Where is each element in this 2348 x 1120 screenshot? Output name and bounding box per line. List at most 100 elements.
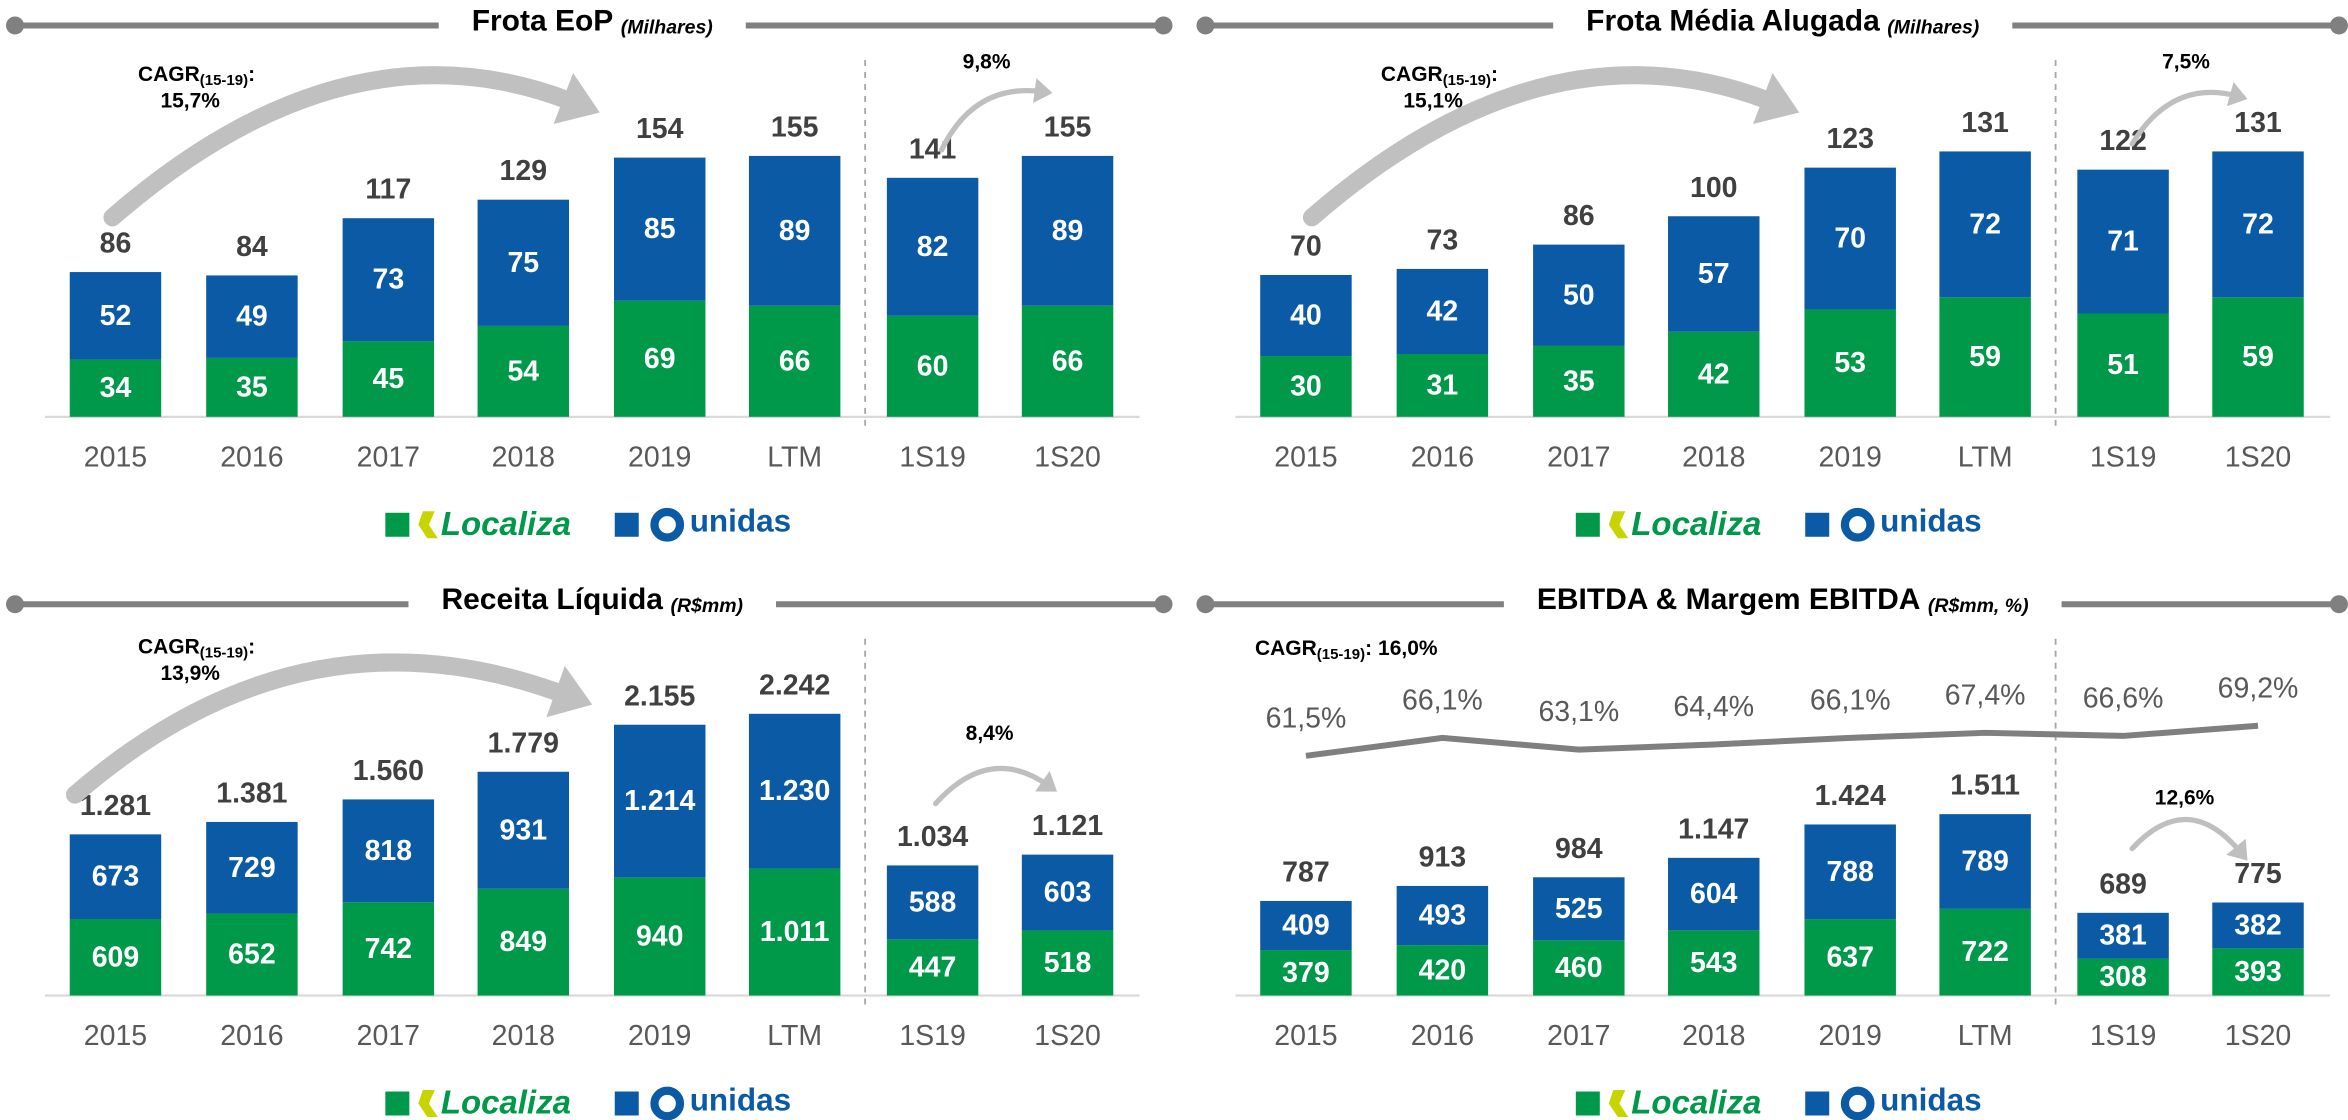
x-tick-label: 2016 bbox=[220, 1020, 283, 1052]
bar-segment bbox=[1804, 309, 1896, 417]
segment-label: 637 bbox=[1826, 941, 1874, 973]
bar-segment bbox=[1939, 297, 2031, 417]
bar-segment bbox=[1939, 814, 2031, 909]
arrow-curve bbox=[2129, 816, 2243, 855]
bar-segment bbox=[69, 834, 162, 919]
header-dot bbox=[6, 595, 25, 614]
bar-segment bbox=[614, 300, 706, 417]
segment-label: 518 bbox=[1044, 947, 1092, 979]
bar-segment bbox=[1533, 244, 1625, 346]
title-text: EBITDA & Margem EBITDA bbox=[1537, 583, 1921, 616]
bar-segment bbox=[1939, 908, 2031, 996]
total-label: 86 bbox=[1563, 200, 1595, 232]
segment-label: 652 bbox=[228, 939, 275, 971]
total-label: 984 bbox=[1555, 833, 1603, 865]
segment-label: 82 bbox=[917, 231, 949, 263]
total-label: 86 bbox=[100, 228, 132, 260]
x-tick-label: 2017 bbox=[357, 1020, 420, 1052]
cagr-sep: : bbox=[1491, 63, 1498, 86]
bar-segment bbox=[1668, 857, 1760, 931]
segment-label: 85 bbox=[644, 213, 676, 245]
growth-label: 7,5% bbox=[2162, 51, 2210, 74]
arrow-curve bbox=[2129, 89, 2242, 147]
margin-line bbox=[1305, 722, 2259, 759]
segment-label: 30 bbox=[1290, 370, 1322, 402]
chart-panel: Frota EoP (Milhares) 34 52 86 2015 35 49 84 2016 4… bbox=[6, 4, 1173, 542]
unidas-icon bbox=[650, 507, 685, 542]
legend-label: Localiza bbox=[441, 1084, 571, 1120]
bar-segment bbox=[1668, 216, 1760, 332]
cagr-text: CAGR bbox=[1381, 63, 1443, 86]
bar-segment bbox=[206, 821, 298, 914]
x-tick-label: 2015 bbox=[1274, 441, 1337, 473]
segment-label: 60 bbox=[917, 350, 949, 382]
bar-segment bbox=[886, 177, 979, 316]
bar-segment bbox=[1668, 930, 1760, 996]
bar-segment bbox=[1939, 151, 2031, 298]
x-tick-label: 2016 bbox=[1411, 441, 1474, 473]
bar-segment bbox=[2077, 169, 2169, 314]
x-tick-label: 1S19 bbox=[899, 441, 966, 473]
arrow-curve bbox=[932, 765, 1052, 807]
bar-segment bbox=[2077, 958, 2169, 996]
cagr-period: (15-19) bbox=[1443, 72, 1491, 89]
x-tick-label: 2018 bbox=[492, 441, 555, 473]
growth-label: 8,4% bbox=[966, 722, 1014, 745]
segment-label: 722 bbox=[1961, 936, 2008, 968]
arrow-curve bbox=[1302, 66, 1778, 227]
x-tick-label: 2019 bbox=[628, 441, 691, 473]
bar-segment bbox=[748, 305, 841, 417]
margin-label: 63,1% bbox=[1538, 696, 1619, 728]
bar-segment bbox=[1396, 885, 1489, 946]
total-label: 1.424 bbox=[1815, 780, 1886, 812]
bar-segment bbox=[342, 799, 435, 903]
total-label: 1.034 bbox=[897, 821, 968, 853]
bar-segment bbox=[1533, 877, 1625, 941]
cagr-value: 15,1% bbox=[1403, 90, 1463, 113]
bar-segment bbox=[1396, 268, 1489, 355]
total-label: 100 bbox=[1690, 172, 1738, 204]
segment-label: 59 bbox=[1969, 341, 2001, 373]
total-label: 154 bbox=[636, 113, 684, 145]
cagr-label: CAGR(15-19): bbox=[1381, 63, 1498, 89]
cagr-period: (15-19) bbox=[200, 645, 248, 662]
segment-label: 70 bbox=[1834, 223, 1866, 255]
chart-panel: EBITDA & Margem EBITDA (R$mm, %) 379 409 787… bbox=[1196, 583, 2348, 1120]
bar-segment bbox=[1804, 919, 1896, 996]
legend-swatch bbox=[614, 512, 639, 537]
total-label: 689 bbox=[2099, 868, 2146, 900]
total-label: 1.779 bbox=[488, 727, 559, 759]
total-label: 1.147 bbox=[1678, 813, 1749, 845]
total-label: 155 bbox=[771, 111, 819, 143]
segment-label: 460 bbox=[1555, 952, 1603, 984]
subtitle-text: (R$mm, %) bbox=[1928, 595, 2029, 617]
x-tick-label: 1S20 bbox=[2225, 1020, 2291, 1052]
x-tick-label: 2017 bbox=[1547, 1020, 1610, 1052]
x-tick-label: 1S19 bbox=[899, 1020, 966, 1052]
header-dot bbox=[1154, 595, 1173, 614]
bar-segment bbox=[1260, 950, 1352, 996]
arrow-head bbox=[1753, 73, 1800, 125]
bar-segment bbox=[614, 157, 706, 301]
segment-label: 42 bbox=[1427, 295, 1459, 327]
total-label: 775 bbox=[2234, 858, 2282, 890]
subtitle-text: (R$mm) bbox=[670, 595, 743, 617]
bar-segment bbox=[342, 341, 435, 417]
total-label: 70 bbox=[1290, 231, 1322, 263]
x-tick-label: 2018 bbox=[1682, 441, 1745, 473]
segment-label: 89 bbox=[1052, 215, 1084, 247]
chart-title: Receita Líquida (R$mm) bbox=[441, 583, 743, 617]
total-label: 155 bbox=[1044, 111, 1092, 143]
bar-segment bbox=[748, 868, 841, 996]
margin-label: 64,4% bbox=[1673, 691, 1754, 723]
bar-segment bbox=[1021, 930, 1114, 996]
x-tick-label: 2017 bbox=[357, 441, 420, 473]
segment-label: 543 bbox=[1690, 947, 1738, 979]
unidas-icon bbox=[1840, 507, 1875, 542]
arrow-curve bbox=[65, 653, 567, 804]
header-dot bbox=[2329, 595, 2348, 614]
bar-segment bbox=[886, 865, 979, 940]
x-tick-label: 2019 bbox=[628, 1020, 691, 1052]
segment-label: 89 bbox=[779, 215, 811, 247]
